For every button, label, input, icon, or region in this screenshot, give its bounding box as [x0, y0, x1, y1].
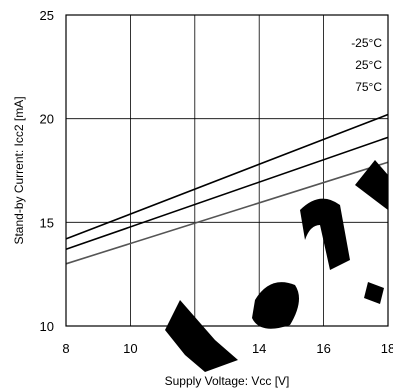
- x-tick-label: 16: [316, 341, 330, 356]
- series-line-2: [65, 161, 389, 265]
- legend-entry: -25°C: [351, 36, 382, 50]
- y-tick-label: 20: [40, 112, 54, 127]
- y-tick-label: 25: [40, 8, 54, 23]
- x-tick-label: 10: [123, 341, 137, 356]
- series-line-1: [65, 136, 389, 251]
- legend-entry: 75°C: [355, 80, 382, 94]
- x-axis-label: Supply Voltage: Vcc [V]: [165, 374, 290, 388]
- x-tick-label: 8: [62, 341, 69, 356]
- grid: [66, 15, 388, 326]
- series-line-0: [65, 113, 389, 240]
- y-tick-labels: 10 15 20 25: [40, 8, 54, 334]
- y-axis-label: Stand-by Current: Icc2 [mA]: [12, 96, 26, 244]
- legend-entry: 25°C: [355, 58, 382, 72]
- series-group: [65, 113, 389, 265]
- watermark: [165, 160, 388, 372]
- x-tick-label: 14: [252, 341, 266, 356]
- y-tick-label: 10: [40, 319, 54, 334]
- legend: -25°C 25°C 75°C: [351, 36, 382, 94]
- y-tick-label: 15: [40, 215, 54, 230]
- plot-frame: [65, 14, 389, 327]
- x-tick-label: 18: [381, 341, 393, 356]
